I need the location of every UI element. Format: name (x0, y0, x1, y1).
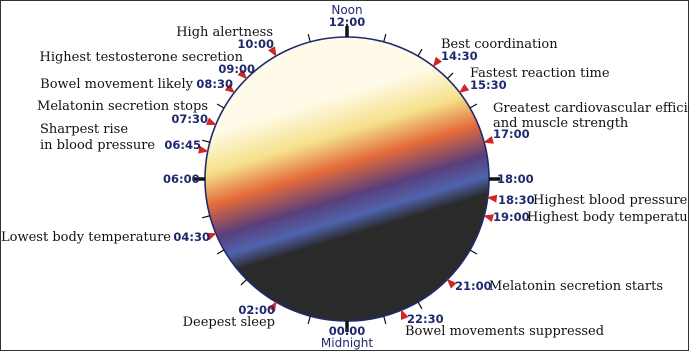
event-label-melatonin-starts: Melatonin secretion starts (489, 279, 663, 294)
hour-tick-13 (383, 33, 387, 42)
six-am-time: 06:00 (163, 172, 200, 186)
event-marker-1700 (483, 136, 494, 144)
event-marker-0900 (237, 69, 248, 80)
hour-tick-8 (216, 103, 225, 109)
event-marker-1830 (486, 194, 498, 203)
event-time-0200: 02:00 (238, 303, 275, 317)
clock-face (205, 37, 489, 321)
event-marker-1900 (483, 214, 494, 222)
event-time-0430: 04:30 (173, 230, 210, 244)
noon-label: Noon (331, 3, 362, 17)
event-label-best-coordination: Best coordination (441, 37, 558, 52)
event-marker-2100 (446, 278, 457, 289)
event-time-0730: 07:30 (171, 112, 208, 126)
event-time-2100: 21:00 (455, 279, 492, 293)
event-marker-1430 (432, 56, 443, 68)
event-marker-0200 (268, 301, 277, 312)
event-label-bowel-likely: Bowel movement likely (40, 77, 193, 92)
event-label-bowel-suppressed: Bowel movements suppressed (405, 324, 604, 339)
event-label-fastest-reaction: Fastest reaction time (470, 66, 610, 81)
event-time-0900: 09:00 (218, 62, 255, 76)
event-label-testosterone: Highest testosterone secretion (39, 50, 243, 65)
event-marker-0830 (224, 83, 236, 94)
event-time-1830: 18:30 (498, 193, 535, 207)
event-label-highest-bp: Highest blood pressure (533, 193, 688, 208)
hour-tick-15 (446, 72, 454, 80)
event-time-0830: 08:30 (196, 77, 233, 91)
noon-time: 12:00 (329, 15, 366, 29)
event-marker-0430 (205, 232, 217, 241)
event-time-1900: 19:00 (493, 210, 530, 224)
hour-tick-3 (240, 278, 248, 286)
hour-tick-23 (383, 316, 387, 325)
event-label-lowest-temp: Lowest body temperature (1, 230, 171, 245)
hour-tick-20 (469, 249, 478, 255)
event-label-high-alertness: High alertness (176, 25, 273, 40)
event-marker-2230 (400, 309, 409, 321)
event-label-deepest-sleep: Deepest sleep (183, 315, 275, 330)
event-label-melatonin-stops: Melatonin secretion stops (37, 99, 208, 114)
event-time-1530: 15:30 (470, 78, 507, 92)
event-time-1000: 10:00 (237, 37, 274, 51)
hour-tick-5 (201, 215, 210, 219)
event-label-cardio-2: and muscle strength (493, 116, 629, 131)
event-marker-0730 (205, 117, 217, 126)
six-pm-time: 18:00 (497, 172, 534, 186)
event-time-0645: 06:45 (164, 138, 201, 152)
hour-tick-11 (307, 33, 311, 42)
midnight-label: Midnight (321, 336, 373, 350)
hour-tick-1 (307, 316, 311, 325)
event-label-bp-rise-2: in blood pressure (40, 138, 155, 153)
event-marker-0645 (198, 145, 209, 154)
midnight-time: 00:00 (329, 324, 366, 338)
event-time-2230: 22:30 (407, 312, 444, 326)
hour-tick-4 (216, 249, 225, 255)
event-label-bp-rise-1: Sharpest rise (40, 122, 128, 137)
event-label-cardio-1: Greatest cardiovascular efficiency (493, 101, 689, 116)
event-markers (198, 46, 498, 321)
hour-tick-16 (469, 103, 478, 109)
hour-tick-7 (201, 139, 210, 143)
event-label-highest-temp: Highest body temperature (527, 210, 689, 225)
hour-tick-22 (417, 301, 423, 310)
event-marker-1530 (458, 83, 470, 94)
event-time-1430: 14:30 (441, 49, 478, 63)
event-marker-1000 (268, 46, 277, 57)
hour-tick-14 (417, 48, 423, 57)
event-time-1700: 17:00 (493, 127, 530, 141)
